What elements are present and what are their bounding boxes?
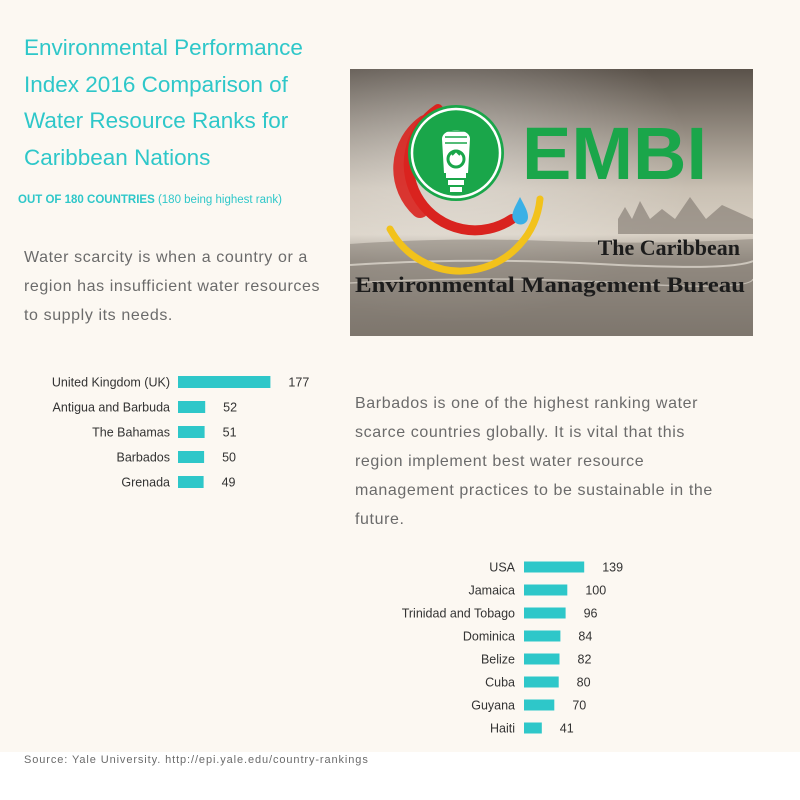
other-value-label: 100: [585, 584, 606, 598]
other-category-label: Jamaica: [468, 584, 515, 598]
other-bar: [524, 722, 542, 734]
other-value-label: 139: [602, 561, 623, 575]
chart-other-nations-svg: USA 139 Jamaica 100 Trinidad and Tobago 96 Dom…: [402, 561, 623, 736]
top-value-label: 52: [223, 401, 237, 415]
logo-tagline-line1: The Caribbean: [598, 235, 740, 260]
water-drop-icon: [512, 197, 528, 225]
footer-strip: [0, 752, 800, 800]
top-bar: [178, 476, 204, 488]
other-category-label: Haiti: [490, 722, 515, 736]
other-bar: [524, 653, 560, 665]
other-category-label: Belize: [481, 653, 515, 667]
logo-yellow-arc: [386, 195, 544, 275]
page-subtitle: OUT OF 180 COUNTRIES (180 being highest …: [18, 194, 282, 206]
page-title: Environmental Performance Index 2016 Com…: [24, 35, 303, 170]
top-bar: [178, 376, 271, 388]
embi-logo-image: EMBI The Caribbean Environmental Managem…: [350, 69, 753, 336]
other-bar: [524, 607, 566, 619]
other-category-label: Guyana: [471, 699, 515, 713]
top-bar: [178, 426, 205, 438]
logo-tagline-line2: Environmental Management Bureau: [355, 272, 745, 297]
other-value-label: 80: [577, 676, 591, 690]
top-value-label: 50: [222, 451, 236, 465]
top-bar: [178, 401, 206, 413]
other-value-label: 84: [578, 630, 592, 644]
city-skyline: [618, 197, 753, 234]
top-value-label: 177: [288, 376, 309, 390]
chart-other-nations: USA 139 Jamaica 100 Trinidad and Tobago 96 Dom…: [340, 555, 660, 740]
other-category-label: USA: [489, 561, 515, 575]
other-bar: [524, 630, 561, 642]
top-category-label: Barbados: [116, 451, 170, 465]
chart-top-ranked: United Kingdom (UK) 177 Antigua and Barbud…: [0, 368, 340, 498]
other-category-label: Dominica: [463, 630, 515, 644]
top-value-label: 49: [222, 476, 236, 490]
other-value-label: 41: [560, 722, 574, 736]
top-bar: [178, 451, 205, 463]
subtitle-note: (180 being highest rank): [154, 194, 282, 206]
logo-acronym: EMBI: [522, 112, 707, 195]
lightbulb-icon: [442, 130, 470, 192]
other-bar: [524, 561, 585, 573]
other-value-label: 82: [578, 653, 592, 667]
top-category-label: United Kingdom (UK): [52, 376, 170, 390]
source-footnote: Source: Yale University. http://epi.yale…: [24, 754, 369, 766]
other-bar: [524, 676, 559, 688]
definition-text: Water scarcity is when a country or a re…: [24, 249, 321, 324]
other-bar: [524, 584, 568, 596]
commentary-text: Barbados is one of the highest ranking w…: [355, 395, 713, 528]
other-category-label: Trinidad and Tobago: [402, 607, 515, 621]
other-value-label: 96: [584, 607, 598, 621]
other-value-label: 70: [572, 699, 586, 713]
embi-logo: EMBI The Caribbean Environmental Managem…: [350, 69, 753, 336]
other-bar: [524, 699, 555, 711]
other-category-label: Cuba: [485, 676, 515, 690]
top-category-label: Grenada: [121, 476, 170, 490]
subtitle-bold: OUT OF 180 COUNTRIES: [18, 194, 155, 206]
beach-sand: [350, 239, 753, 336]
top-value-label: 51: [223, 426, 237, 440]
chart-top-ranked-svg: United Kingdom (UK) 177 Antigua and Barbud…: [52, 376, 309, 490]
top-category-label: Antigua and Barbuda: [53, 401, 171, 415]
top-category-label: The Bahamas: [92, 426, 170, 440]
